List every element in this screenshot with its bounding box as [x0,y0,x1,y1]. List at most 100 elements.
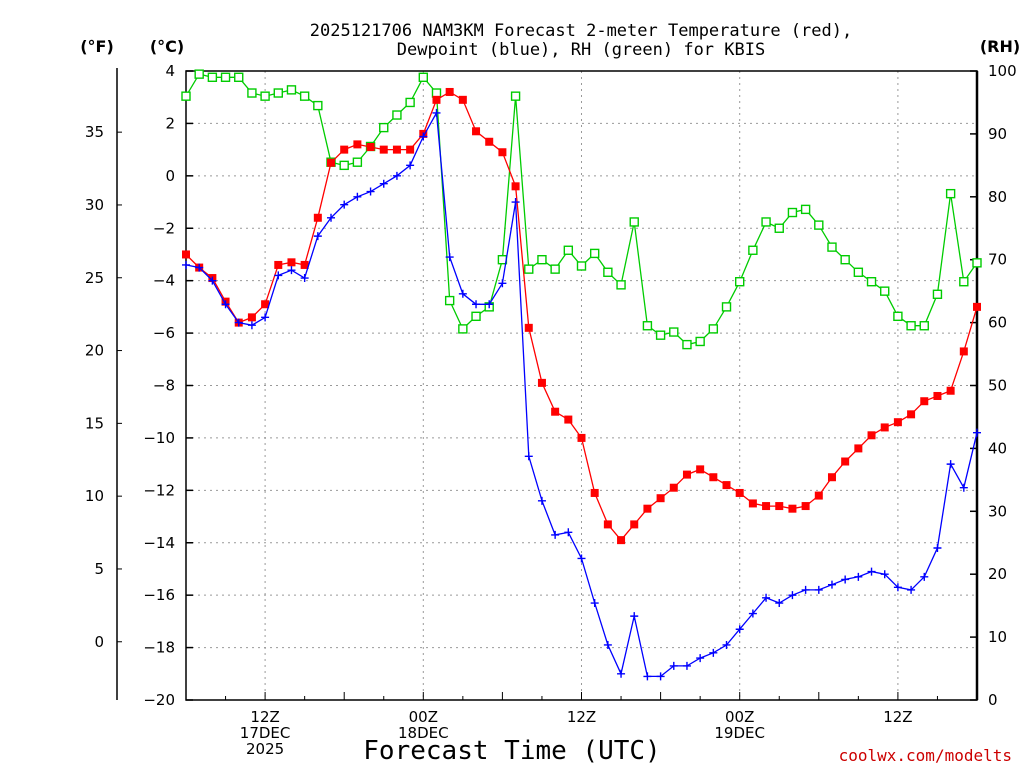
dewpoint-point [603,640,612,649]
dewpoint-point [485,300,494,309]
temperature-point [379,145,388,154]
celsius-tick-label: −8 [153,377,175,395]
temperature-point [735,488,744,497]
rh-point [748,245,758,255]
rh-point [405,97,415,108]
dewpoint-point [208,276,217,285]
dewpoint-point [392,171,401,180]
fahrenheit-tick-label: 5 [94,560,104,578]
x-tick-label: 17DEC [240,724,291,742]
dewpoint-point [247,321,256,330]
temperature-point [748,499,757,508]
rh-point [906,321,916,331]
dewpoint-point [709,648,718,657]
temperature-point [406,145,415,154]
temperature-point [933,391,942,400]
temperature-point [261,300,270,309]
rh-point [840,254,850,265]
temperature-point [630,520,639,529]
rh-point [616,280,626,290]
rh-point [299,91,310,101]
rh-point [787,207,798,218]
x-tick-label: 19DEC [714,724,765,742]
rh-point [735,277,745,287]
temperature-point [524,323,533,332]
dewpoint-point [656,672,665,681]
rh-point [682,339,692,350]
temperature-point [788,504,797,513]
x-tick-label: 00Z [725,708,754,726]
rh-tick-label: 70 [988,251,1007,269]
celsius-tick-label: −2 [153,219,175,237]
rh-point [379,122,389,133]
dewpoint-point [827,580,836,589]
dewpoint-point [669,661,678,670]
x-tick-label: 12Z [883,708,912,726]
rh-point [471,311,481,322]
temperature-point [762,502,771,511]
rh-point [629,217,639,227]
dewpoint-point [274,271,283,280]
dewpoint-point [182,260,190,269]
dewpoint-point [854,572,863,581]
rh-point [458,324,468,334]
x-tick-label: 00Z [409,708,438,726]
rh-point [589,248,600,259]
dewpoint-point [498,279,507,288]
rh-tick-label: 60 [988,314,1007,332]
dewpoint-point [300,274,309,283]
temperature-point [946,386,955,395]
temperature-point [682,470,691,479]
temperature-point [603,520,612,529]
dewpoint-point [735,625,744,634]
temperature-point [643,504,652,513]
dewpoint-point [867,567,876,576]
celsius-axis-label: (°C) [150,37,184,56]
temperature-point [287,258,296,267]
rh-point [207,72,218,82]
rh-point [695,336,705,347]
rh-point [945,188,956,199]
dewpoint-point [748,609,757,618]
dewpoint-point [775,599,784,608]
dewpoint-point [524,452,533,461]
temperature-point [353,140,362,149]
rh-point [761,217,771,227]
rh-point [550,264,560,274]
rh-point [220,72,231,82]
rh-tick-label: 20 [988,565,1007,583]
temperature-point [432,95,441,104]
rh-tick-label: 100 [988,62,1017,80]
celsius-tick-label: 2 [165,114,175,132]
temperature-point [485,137,494,146]
dewpoint-point [313,232,322,241]
dewpoint-point [221,300,230,309]
temperature-point [313,213,322,222]
rh-point [708,324,719,334]
rh-point [959,277,969,287]
rh-point [444,295,455,306]
rh-point [827,242,837,252]
site-credit: coolwx.com/modelts [839,746,1012,765]
dewpoint-point [577,554,586,563]
celsius-tick-label: −12 [143,481,175,499]
rh-point [814,220,824,230]
dewpoint-point [722,640,731,649]
dewpoint-point [590,599,599,608]
dewpoint-point [379,179,388,188]
dewpoint-point [696,654,705,663]
temperature-line [185,91,978,542]
rh-point [313,100,323,111]
temperature-point [551,407,560,416]
temperature-point [300,260,309,269]
rh-point [418,72,428,82]
rh-point [774,223,784,233]
temperature-point [801,502,810,511]
rh-point [286,85,297,95]
fahrenheit-axis-label: (°F) [80,37,114,56]
rh-point [524,264,534,274]
dewpoint-point [630,612,639,621]
rh-tick-label: 50 [988,377,1007,395]
rh-point [431,88,442,98]
dewpoint-point [234,318,243,327]
